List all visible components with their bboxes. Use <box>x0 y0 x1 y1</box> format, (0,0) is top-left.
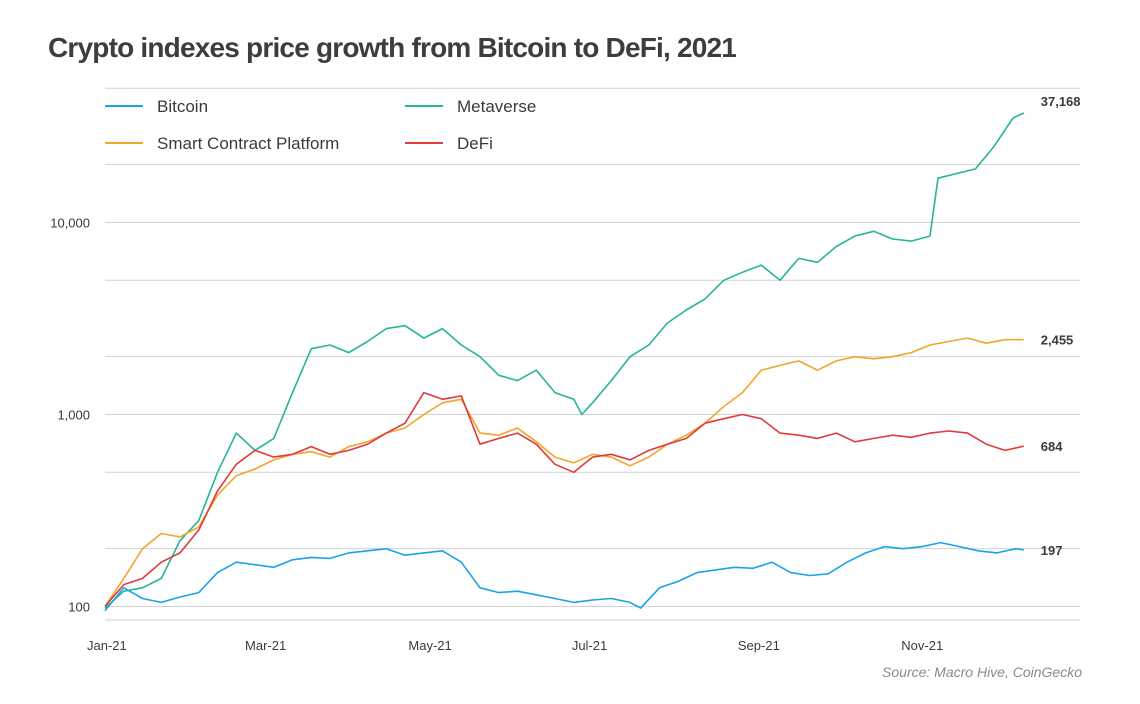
series-line-bitcoin <box>104 541 1024 612</box>
y-tick-label: 10,000 <box>50 215 90 230</box>
chart-title: Crypto indexes price growth from Bitcoin… <box>48 32 737 63</box>
end-value-labels: 197 37,168 2,455 684 <box>1041 94 1081 558</box>
source-note: Source: Macro Hive, CoinGecko <box>882 664 1082 680</box>
end-label: 37,168 <box>1041 94 1081 109</box>
legend-label: Metaverse <box>457 97 536 116</box>
end-label: 684 <box>1041 439 1063 454</box>
series-lines <box>104 112 1025 612</box>
x-tick-label: Jul-21 <box>572 638 607 653</box>
legend: Bitcoin Metaverse Smart Contract Platform D… <box>105 97 536 153</box>
y-tick-label: 100 <box>68 599 90 614</box>
x-tick-label: May-21 <box>408 638 451 653</box>
x-tick-label: Mar-21 <box>245 638 286 653</box>
legend-label: Smart Contract Platform <box>157 134 339 153</box>
x-tick-label: Jan-21 <box>87 638 127 653</box>
series-line-metaverse <box>104 112 1025 609</box>
x-tick-label: Nov-21 <box>901 638 943 653</box>
series-line-smart-contract-platform <box>104 337 1024 607</box>
y-axis-ticks: 100 1,000 10,000 <box>50 215 90 614</box>
x-axis-ticks: Jan-21 Mar-21 May-21 Jul-21 Sep-21 Nov-21 <box>87 638 943 653</box>
gridlines <box>105 87 1080 621</box>
series-line-defi <box>104 391 1024 607</box>
legend-label: DeFi <box>457 134 493 153</box>
y-tick-label: 1,000 <box>57 407 90 422</box>
legend-label: Bitcoin <box>157 97 208 116</box>
x-tick-label: Sep-21 <box>738 638 780 653</box>
end-label: 2,455 <box>1041 333 1074 348</box>
end-label: 197 <box>1041 543 1063 558</box>
